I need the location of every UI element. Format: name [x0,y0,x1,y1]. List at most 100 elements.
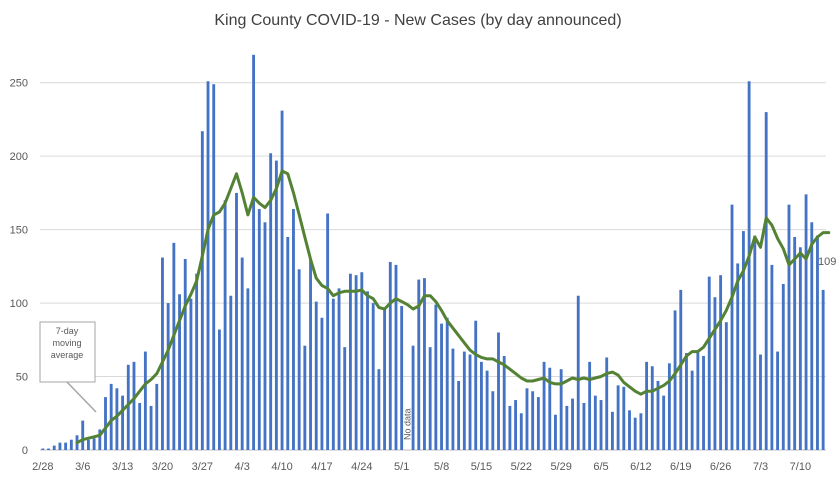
bar [143,351,147,450]
bar [650,366,654,450]
bar [212,84,216,451]
y-tick-label: 250 [10,78,28,90]
y-tick-label: 0 [22,445,28,457]
bar [656,380,660,450]
bar [565,405,569,450]
bar [292,209,295,450]
bar [200,131,204,450]
callout-box [39,321,96,383]
bar [702,355,705,450]
bar [747,81,751,450]
bar [628,410,631,450]
chart-title: King County COVID-19 - New Cases (by day… [214,12,621,29]
bar [263,222,267,450]
bar [394,264,398,450]
bar [622,386,626,450]
x-tick-label: 6/19 [670,461,691,473]
bar [696,350,700,450]
bar [451,348,455,450]
bar [781,283,785,450]
bar [166,303,170,450]
bar [571,398,574,450]
bar [172,242,176,450]
bar [69,439,73,450]
bar [759,354,762,450]
bar [605,357,609,450]
bar [217,329,221,450]
bar [104,397,107,450]
x-tick-label: 4/17 [311,461,332,473]
bar [86,439,90,450]
bar [58,442,62,450]
bar [508,405,512,450]
bar [804,194,808,450]
bar [428,347,432,450]
bar [423,278,426,450]
bar [707,276,711,450]
x-tick-label: 2/28 [32,461,53,473]
callout-pointer [66,381,97,413]
bar [662,395,666,450]
x-tick-label: 5/22 [511,461,532,473]
bar [531,391,535,450]
bar [178,294,181,450]
bar [576,295,580,450]
bar [536,397,540,450]
x-tick-label: 3/13 [112,461,133,473]
bar [400,306,404,450]
x-tick-label: 3/6 [75,461,90,473]
bar [121,395,125,450]
bar [81,420,85,450]
bar [816,235,819,450]
bar [713,297,717,450]
y-tick-label: 50 [16,372,28,384]
bar [588,361,592,450]
bar [502,355,506,450]
bar [474,320,478,450]
bar [223,200,227,450]
x-tick-label: 4/3 [235,461,250,473]
moving-average-line [75,169,831,445]
callout-line: moving [52,338,81,348]
bar [229,295,233,450]
bar [274,160,278,450]
bar [337,288,341,450]
bar [417,279,421,450]
bar-series [41,54,825,451]
bar [388,261,392,450]
bar [155,383,159,450]
bar [183,259,187,450]
bar [645,361,649,450]
x-axis-tick-labels: 2/28 3/6 3/13 3/20 3/27 4/3 4/10 4/17 4/24 5/1 5/8… [32,461,811,473]
last-value-label: 109 [818,256,836,268]
x-tick-label: 4/10 [271,461,292,473]
x-tick-label: 6/12 [630,461,651,473]
bar [52,445,56,450]
bar [331,298,335,450]
bar [639,413,643,450]
bar [314,301,318,450]
bar [770,264,774,450]
y-tick-label: 150 [10,225,28,237]
bar [434,304,438,450]
bar [548,367,552,450]
x-tick-label: 5/29 [550,461,571,473]
x-tick-label: 6/26 [710,461,731,473]
x-tick-label: 5/8 [434,461,449,473]
bar [479,361,483,450]
x-tick-label: 5/15 [471,461,492,473]
bar [138,402,142,450]
bar [719,275,723,450]
bar [257,209,261,450]
bar [753,235,757,450]
bar [280,110,284,450]
bar [246,288,250,450]
bar [206,81,210,450]
bar [47,448,50,450]
bar [542,361,546,450]
bar [679,289,683,450]
bar [468,354,472,450]
bar [485,370,489,450]
